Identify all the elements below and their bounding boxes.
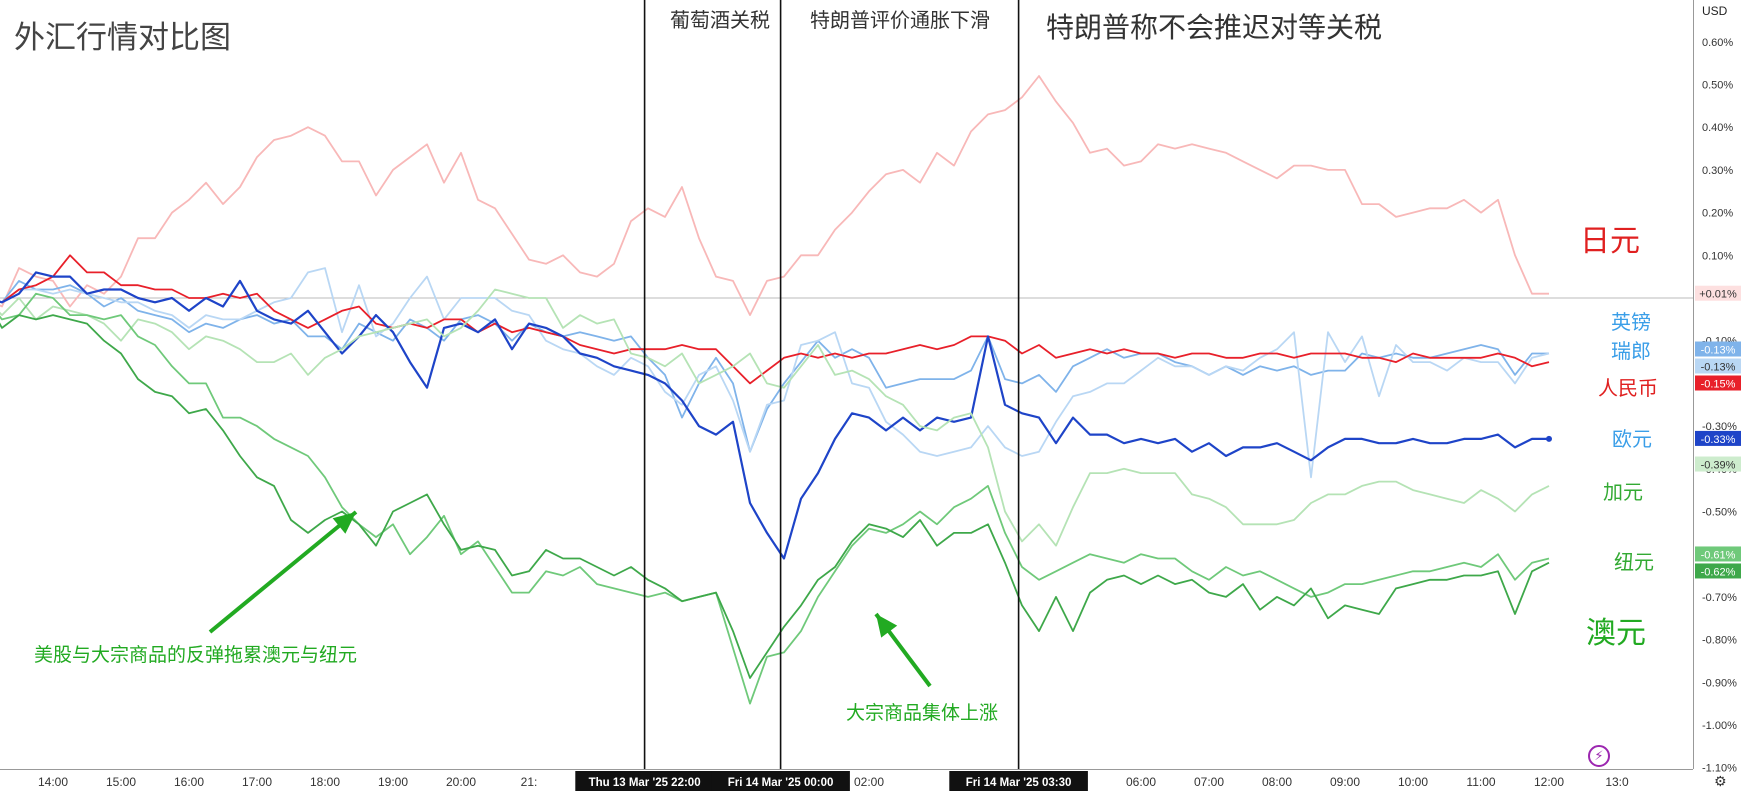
y-tick-label: -0.70% — [1702, 592, 1737, 604]
series-label-cad: 加元 — [1603, 482, 1643, 504]
event-time-label: Thu 13 Mar '25 22:00 — [589, 777, 701, 789]
event-time-badge — [575, 771, 714, 791]
x-tick-label: 11:00 — [1466, 775, 1495, 789]
x-tick-label: 13:0 — [1605, 775, 1629, 789]
note-arrow-right-head — [876, 614, 898, 638]
series-label-chf: 瑞郎 — [1611, 341, 1651, 363]
series-line-2 — [0, 267, 1550, 479]
end-value-label: -0.13% — [1701, 345, 1736, 357]
flash-icon[interactable]: ⚡ — [1588, 745, 1610, 767]
end-value-label: +0.01% — [1699, 289, 1737, 301]
end-value-label: -0.15% — [1701, 379, 1736, 391]
y-tick-label: 0.30% — [1702, 165, 1733, 177]
y-tick-label: -0.80% — [1702, 635, 1737, 647]
event-time-label: Fri 14 Mar '25 00:00 — [728, 777, 834, 789]
series-line-7 — [0, 314, 1550, 679]
series-label-cny: 人民币 — [1598, 378, 1658, 400]
x-tick-label: 14:00 — [38, 775, 68, 789]
y-tick-label: 0.40% — [1702, 122, 1733, 134]
event-time-label: Fri 14 Mar '25 03:30 — [966, 777, 1072, 789]
end-value-badge — [1695, 341, 1741, 357]
event-annotation-tariff-no-delay: 特朗普称不会推迟对等关税 — [1046, 12, 1383, 43]
end-value-badge — [1695, 375, 1741, 391]
currency-label[interactable]: USD — [1702, 4, 1728, 18]
x-tick-label: 10:00 — [1398, 775, 1428, 789]
x-tick-label: 02:00 — [854, 775, 884, 789]
series-label-gbp: 英镑 — [1611, 312, 1651, 334]
y-tick-label: -0.50% — [1702, 507, 1737, 519]
x-tick-label: 08:00 — [1262, 775, 1292, 789]
end-value-badge — [1695, 285, 1741, 301]
x-tick-label: 06:00 — [1126, 775, 1156, 789]
end-value-badge — [1695, 563, 1741, 579]
x-tick-label: 19:00 — [378, 775, 408, 789]
series-label-eur: 欧元 — [1612, 429, 1652, 451]
y-tick-label: 0.20% — [1702, 208, 1733, 220]
x-tick-label: 21: — [521, 775, 538, 789]
series-line-5 — [0, 288, 1550, 547]
series-line-4 — [0, 271, 1549, 560]
x-tick-label: 20:00 — [446, 775, 476, 789]
end-value-label: -0.61% — [1701, 549, 1736, 561]
y-tick-label: -0.30% — [1702, 421, 1737, 433]
end-value-badge — [1695, 358, 1741, 374]
chart-title: 外汇行情对比图 — [14, 20, 231, 55]
end-value-label: -0.33% — [1701, 434, 1736, 446]
end-value-label: -0.62% — [1701, 566, 1736, 578]
end-value-label: -0.13% — [1701, 362, 1736, 374]
series-end-point — [1546, 435, 1552, 442]
y-tick-label: -0.90% — [1702, 677, 1737, 689]
price-axis[interactable] — [1693, 0, 1741, 791]
y-tick-label: -1.10% — [1702, 763, 1737, 775]
note-commodity-rally: 大宗商品集体上涨 — [846, 703, 999, 724]
x-tick-label: 15:00 — [106, 775, 136, 789]
x-tick-label: 17:00 — [242, 775, 272, 789]
event-time-badge — [949, 771, 1088, 791]
event-annotation-inflation: 特朗普评价通胀下滑 — [810, 10, 990, 32]
y-tick-label: -1.00% — [1702, 720, 1737, 732]
end-value-badge — [1695, 546, 1741, 562]
note-commodity-rebound-drag: 美股与大宗商品的反弹拖累澳元与纽元 — [34, 645, 358, 666]
event-time-badge — [711, 771, 850, 791]
end-value-badge — [1695, 456, 1741, 472]
end-value-label: -0.39% — [1701, 460, 1736, 472]
series-line-0 — [0, 75, 1549, 317]
end-value-badge — [1695, 430, 1741, 446]
y-tick-label: 0.50% — [1702, 80, 1733, 92]
note-arrow-left — [208, 510, 358, 634]
series-label-aud: 澳元 — [1586, 617, 1646, 650]
event-annotation-wine-tariff: 葡萄酒关税 — [670, 10, 770, 32]
series-line-6 — [0, 292, 1550, 705]
x-tick-label: 09:00 — [1330, 775, 1360, 789]
series-label-nzd: 纽元 — [1614, 552, 1654, 574]
note-arrow-left-head — [332, 512, 356, 534]
series-line-3 — [0, 254, 1550, 385]
x-tick-label: 16:00 — [174, 775, 204, 789]
x-tick-label: 18:00 — [310, 775, 340, 789]
series-label-jpy: 日元 — [1580, 225, 1640, 258]
x-tick-label: 12:00 — [1534, 775, 1564, 789]
y-tick-label: 0.10% — [1702, 250, 1733, 262]
x-tick-label: 07:00 — [1194, 775, 1224, 789]
gear-icon[interactable]: ⚙ — [1714, 773, 1727, 789]
series-line-1 — [0, 279, 1549, 453]
y-tick-label: 0.60% — [1702, 37, 1733, 49]
